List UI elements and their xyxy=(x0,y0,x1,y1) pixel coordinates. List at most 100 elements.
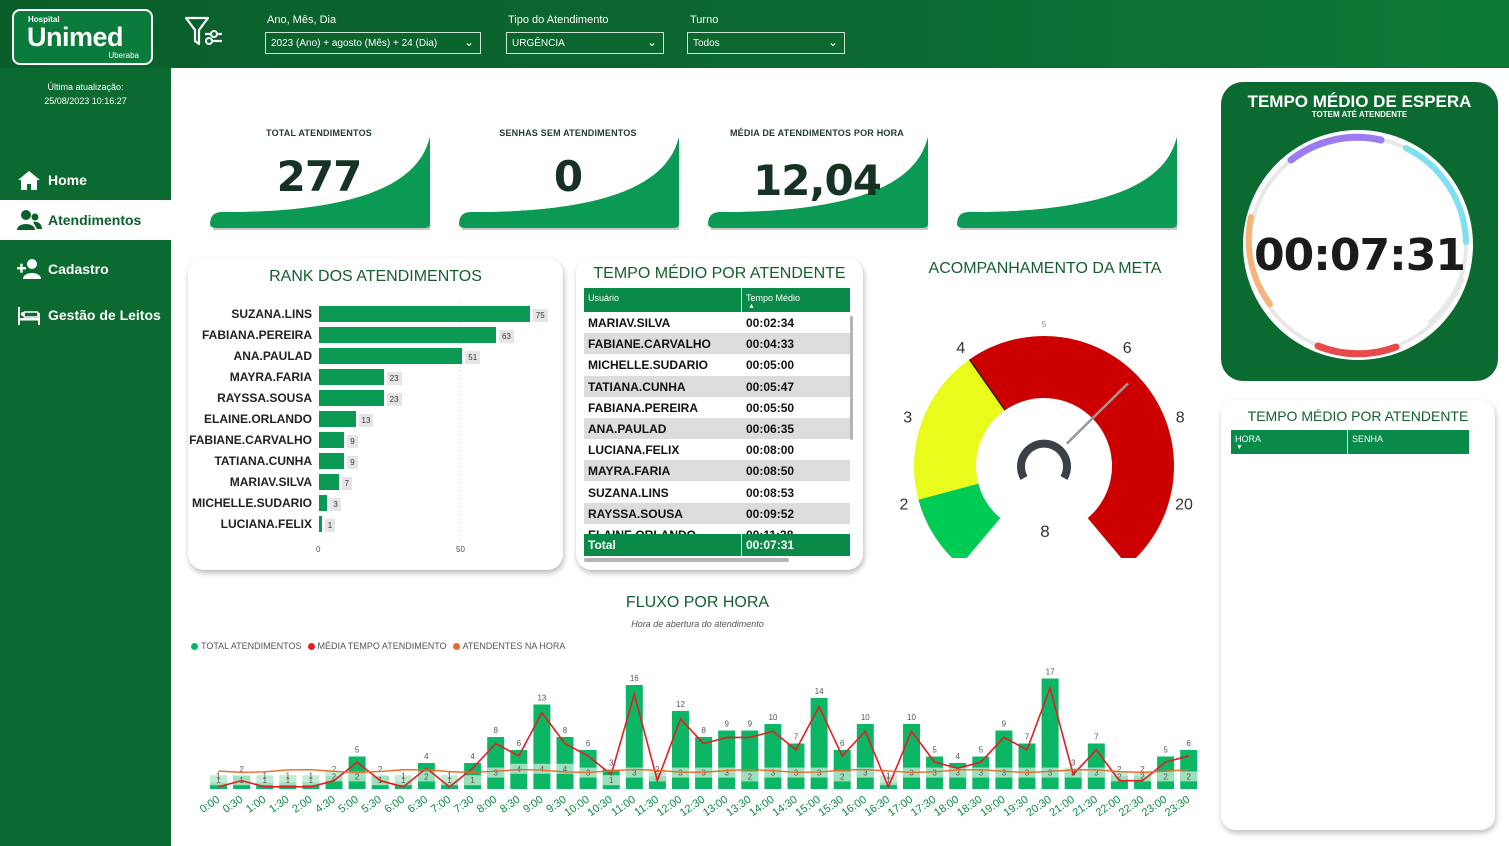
flow-bar-atendentes[interactable] xyxy=(256,775,274,786)
flow-bar-total[interactable] xyxy=(787,743,805,790)
table-row[interactable]: RAYSSA.SOUSA 00:09:52 xyxy=(584,502,850,524)
flow-atendentes-label: 3 xyxy=(863,769,868,778)
filter-icon[interactable] xyxy=(184,16,224,48)
flow-bar-total[interactable] xyxy=(279,782,297,790)
flow-bar-atendentes[interactable] xyxy=(1087,767,1105,778)
flow-bar-total[interactable] xyxy=(394,782,412,790)
flow-bar-atendentes[interactable] xyxy=(926,767,944,778)
flow-bar-atendentes[interactable] xyxy=(1180,771,1198,782)
shift-filter-dropdown[interactable]: Todos ⌄ xyxy=(687,32,845,54)
flow-bar-total[interactable] xyxy=(1018,743,1036,790)
flow-bar-total[interactable] xyxy=(533,704,551,790)
rank-bar[interactable] xyxy=(319,306,530,322)
table-row[interactable]: LUCIANA.FELIX 00:08:00 xyxy=(584,439,850,460)
flow-bar-atendentes[interactable] xyxy=(510,763,528,774)
flow-bar-atendentes[interactable] xyxy=(487,767,505,778)
vertical-scrollbar[interactable] xyxy=(850,316,853,440)
rank-bar[interactable] xyxy=(319,390,384,406)
flow-bar-atendentes[interactable] xyxy=(1110,771,1128,782)
sidebar-item-cadastro[interactable]: Cadastro xyxy=(0,249,171,289)
flow-bar-total[interactable] xyxy=(210,782,227,790)
flow-bar-total[interactable] xyxy=(903,724,920,789)
flow-bar-total[interactable] xyxy=(256,782,274,790)
sidebar-item-gestao-leitos[interactable]: Gestão de Leitos xyxy=(0,295,171,335)
flow-bar-atendentes[interactable] xyxy=(949,767,967,778)
rank-bar[interactable] xyxy=(319,432,345,448)
flow-atendentes-label: 1 xyxy=(262,776,267,785)
rank-bar-label: FABIANE.CARVALHO xyxy=(189,433,312,447)
sidebar-item-home[interactable]: Home xyxy=(0,160,171,200)
flow-x-tick: 13:00 xyxy=(701,794,730,820)
table-row[interactable]: FABIANE.CARVALHO 00:04:33 xyxy=(584,333,850,355)
flow-bar-atendentes[interactable] xyxy=(533,763,551,774)
flow-bar-atendentes[interactable] xyxy=(1157,771,1175,782)
flow-bar-atendentes[interactable] xyxy=(1041,767,1059,778)
column-header-hora[interactable]: HORA xyxy=(1235,434,1262,444)
flow-bar-atendentes[interactable] xyxy=(879,775,897,786)
flow-bar-total[interactable] xyxy=(302,782,320,790)
flow-bar-atendentes[interactable] xyxy=(464,775,482,786)
rank-bar[interactable] xyxy=(319,411,356,427)
flow-bar-atendentes[interactable] xyxy=(325,771,343,782)
flow-bar-total[interactable] xyxy=(695,737,713,789)
table-row[interactable]: ELAINE.ORLANDO 00:11:38 xyxy=(584,524,850,536)
flow-bar-atendentes[interactable] xyxy=(856,767,874,778)
rank-bar[interactable] xyxy=(319,369,384,385)
flow-bar-total[interactable] xyxy=(487,737,505,789)
legend-item[interactable]: MÉDIA TEMPO ATENDIMENTO xyxy=(307,641,447,651)
flow-bar-atendentes[interactable] xyxy=(718,767,736,778)
flow-bar-atendentes[interactable] xyxy=(741,771,759,782)
flow-bar-total[interactable] xyxy=(764,724,782,789)
flow-bar-atendentes[interactable] xyxy=(972,767,990,778)
table-row[interactable]: FABIANA.PEREIRA 00:05:50 xyxy=(584,397,850,418)
rank-bar[interactable] xyxy=(319,453,345,469)
column-header-tempo[interactable]: Tempo Médio xyxy=(746,293,801,303)
espera-card: TEMPO MÉDIO DE ESPERA TOTEM ATÉ ATENDENT… xyxy=(1221,82,1498,381)
legend-item[interactable]: ATENDENTES NA HORA xyxy=(452,641,565,651)
flow-bar-total[interactable] xyxy=(441,782,458,790)
table-row[interactable]: MARIAV.SILVA 00:02:34 xyxy=(584,312,850,333)
rank-bar[interactable] xyxy=(319,348,463,364)
flow-bar-atendentes[interactable] xyxy=(394,775,412,786)
flow-bar-atendentes[interactable] xyxy=(833,771,851,782)
table-row[interactable]: MICHELLE.SUDARIO 00:05:00 xyxy=(584,354,850,375)
flow-bar-atendentes[interactable] xyxy=(302,775,320,786)
flow-bar-total[interactable] xyxy=(556,737,574,789)
table-row[interactable]: TATIANA.CUNHA 00:05:47 xyxy=(584,375,850,397)
flow-bar-total[interactable] xyxy=(995,730,1013,790)
column-header-senha[interactable]: SENHA xyxy=(1352,434,1384,444)
flow-bar-total[interactable] xyxy=(810,698,828,789)
flow-x-tick: 21:00 xyxy=(1047,794,1076,820)
rank-bar[interactable] xyxy=(319,495,328,511)
rank-bar[interactable] xyxy=(319,474,339,490)
flow-bar-atendentes[interactable] xyxy=(648,771,666,782)
rank-bar[interactable] xyxy=(319,327,497,343)
flow-x-tick: 7:00 xyxy=(429,794,453,816)
flow-bar-atendentes[interactable] xyxy=(556,763,574,774)
rank-title: RANK DOS ATENDIMENTOS xyxy=(269,268,482,285)
column-header-usuario[interactable]: Usuário xyxy=(588,293,620,303)
flow-bar-total[interactable] xyxy=(856,724,874,789)
flow-atendentes-label: 3 xyxy=(932,769,937,778)
table-row[interactable]: ANA.PAULAD 00:06:35 xyxy=(584,418,850,439)
legend-item[interactable]: TOTAL ATENDIMENTOS xyxy=(191,641,302,651)
rank-bar[interactable] xyxy=(319,516,322,532)
horizontal-scrollbar[interactable] xyxy=(584,558,789,562)
cell-usuario: ELAINE.ORLANDO xyxy=(588,528,696,536)
date-filter-dropdown[interactable]: 2023 (Ano) + agosto (Mês) + 24 (Dia) ⌄ xyxy=(265,32,481,54)
flow-bar-atendentes[interactable] xyxy=(1134,771,1151,782)
flow-bar-atendentes[interactable] xyxy=(417,771,435,782)
flow-bar-atendentes[interactable] xyxy=(279,775,297,786)
table-row[interactable]: MAYRA.FARIA 00:08:50 xyxy=(584,460,850,482)
flow-bar-atendentes[interactable] xyxy=(602,775,620,786)
type-filter-dropdown[interactable]: URGÊNCIA ⌄ xyxy=(506,32,664,54)
flow-bar-atendentes[interactable] xyxy=(625,767,643,778)
sidebar-item-atendimentos[interactable]: Atendimentos xyxy=(0,200,171,240)
flow-data-label: 5 xyxy=(355,746,360,755)
flow-bar-atendentes[interactable] xyxy=(995,767,1013,778)
flow-bar-atendentes[interactable] xyxy=(764,767,782,778)
table-row[interactable]: SUZANA.LINS 00:08:53 xyxy=(584,482,850,503)
flow-bar-atendentes[interactable] xyxy=(441,775,458,786)
flow-bar-atendentes[interactable] xyxy=(348,771,366,782)
flow-bar-atendentes[interactable] xyxy=(210,775,227,786)
